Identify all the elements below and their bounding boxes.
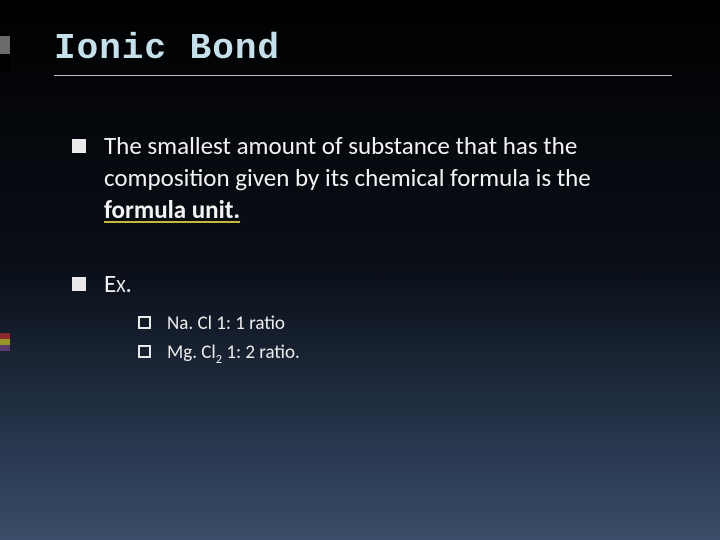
bullet-item: The smallest amount of substance that ha… (72, 130, 660, 226)
square-bullet-icon (72, 277, 86, 291)
sub-list: Na. Cl 1: 1 ratio Mg. Cl2 1: 2 ratio. (138, 312, 660, 364)
accent-bar-grey-icon (0, 36, 10, 54)
hollow-square-bullet-icon (138, 316, 151, 329)
sub-bullet-text: Na. Cl 1: 1 ratio (167, 312, 285, 335)
title-underline (54, 75, 672, 76)
slide-body: The smallest amount of substance that ha… (72, 130, 660, 364)
sub-bullet-item: Na. Cl 1: 1 ratio (138, 312, 660, 335)
slide: Ionic Bond The smallest amount of substa… (0, 0, 720, 540)
accent-bars-mid (0, 333, 10, 351)
accent-bars-top (0, 36, 10, 72)
bullet-item: Ex. Na. Cl 1: 1 ratio Mg. Cl2 1: 2 ratio… (72, 268, 660, 364)
slide-title: Ionic Bond (54, 28, 720, 69)
accent-bar-black-icon (0, 54, 10, 72)
accent-bar-purple-icon (0, 345, 10, 351)
bullet-text: Ex. (104, 268, 660, 300)
square-bullet-icon (72, 139, 86, 153)
hollow-square-bullet-icon (138, 345, 151, 358)
bullet-text: The smallest amount of substance that ha… (104, 130, 660, 226)
sub-bullet-item: Mg. Cl2 1: 2 ratio. (138, 341, 660, 364)
sub-bullet-text: Mg. Cl2 1: 2 ratio. (167, 341, 300, 364)
